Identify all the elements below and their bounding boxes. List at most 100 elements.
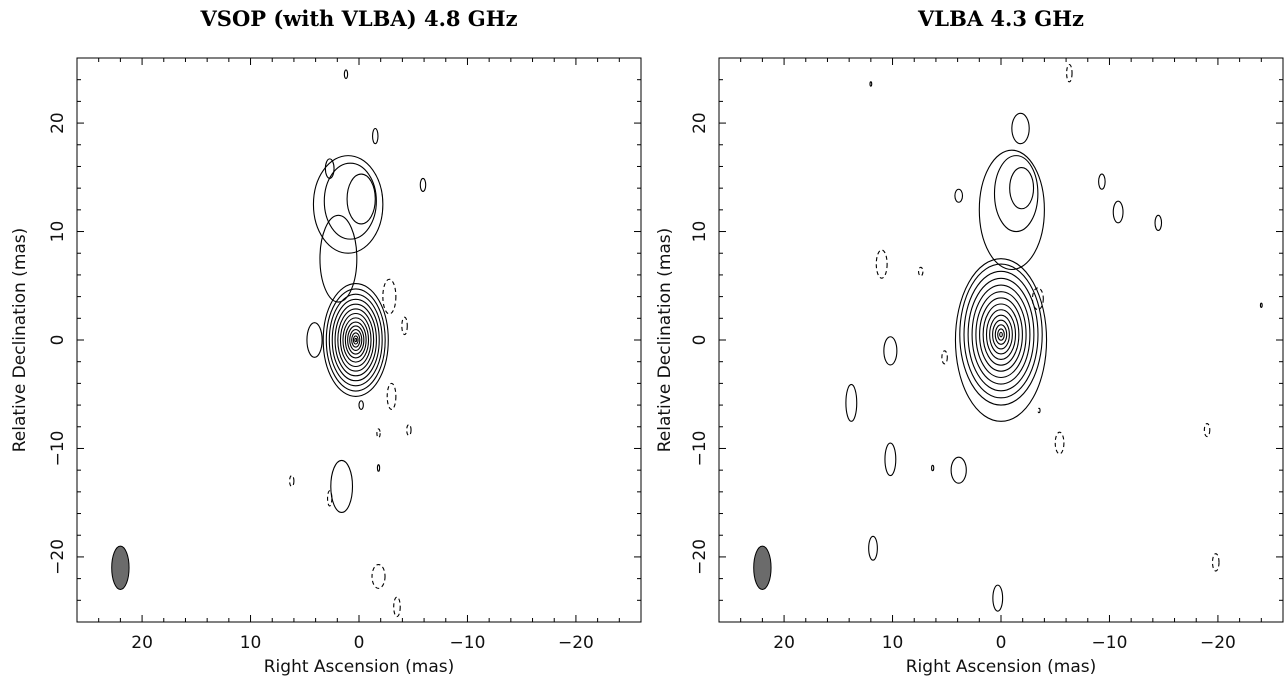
core-contour (979, 297, 1023, 372)
core-contour (971, 284, 1031, 385)
y-tick-label: 0 (690, 335, 710, 346)
core-contour (982, 303, 1020, 366)
core-contour (325, 288, 386, 392)
y-tick-label: 20 (690, 112, 710, 134)
x-tick-label: 20 (131, 633, 153, 653)
negative-contour (371, 563, 386, 589)
core-contour (967, 277, 1035, 392)
core-contour (322, 283, 389, 397)
positive-contour (954, 258, 1048, 422)
positive-contour (1011, 112, 1030, 145)
plot-frame (76, 57, 642, 623)
negative-contour (289, 475, 295, 487)
core-contour (959, 263, 1043, 406)
tick-layer: 20 10 0 −10 −20 −20 −10 0 10 20 (48, 58, 641, 653)
core-contour (997, 328, 1005, 341)
y-tick-label: 10 (690, 221, 710, 243)
negative-contour (401, 316, 408, 336)
x-tick-label: 0 (354, 633, 365, 653)
tick-layer: 20 10 0 −10 −20 −20 −10 0 10 20 (690, 58, 1283, 653)
core-contour (347, 325, 365, 355)
x-tick-label: −10 (1092, 633, 1128, 653)
positive-contour (323, 162, 377, 240)
positive-contour (1112, 200, 1124, 224)
core-contour (339, 312, 372, 368)
positive-contour (319, 214, 358, 303)
positive-contour (992, 584, 1004, 612)
contour-layer (111, 69, 427, 618)
positive-contour (884, 442, 897, 477)
core-contour (354, 337, 358, 343)
positive-contour (993, 155, 1039, 233)
negative-contour (918, 266, 924, 277)
positive-contour (324, 158, 335, 179)
x-tick-label: −20 (1200, 633, 1236, 653)
negative-contour (386, 382, 397, 410)
core-contour (328, 293, 383, 387)
negative-contour (326, 490, 333, 507)
core-contour (352, 335, 359, 345)
negative-contour (406, 424, 412, 436)
positive-contour (883, 336, 898, 366)
x-axis-label: Right Ascension (mas) (906, 657, 1097, 677)
negative-contour (393, 596, 401, 618)
positive-contour (1098, 173, 1106, 190)
core-contour (342, 317, 370, 363)
negative-contour (875, 249, 888, 279)
beam-ellipse (753, 545, 772, 590)
core-contour (344, 321, 367, 359)
core-contour (963, 270, 1039, 399)
core-contour (992, 319, 1010, 350)
positive-contour (346, 173, 376, 225)
core-contour (975, 291, 1027, 379)
positive-contour (376, 464, 381, 472)
y-tick-label: 20 (48, 112, 68, 134)
positive-contour (372, 127, 379, 145)
negative-contour (1066, 63, 1073, 83)
beam-ellipse (111, 545, 130, 590)
core-contour (334, 303, 377, 377)
positive-contour (330, 459, 354, 514)
core-contour (994, 324, 1008, 345)
positive-contour (869, 81, 873, 87)
x-tick-label: −10 (450, 633, 486, 653)
negative-contour (1203, 422, 1211, 438)
negative-contour (1031, 287, 1044, 311)
positive-contour (306, 322, 323, 358)
positive-contour (845, 383, 858, 422)
positive-contour (358, 400, 364, 410)
panel-title: VLBA 4.3 GHz (917, 6, 1084, 31)
y-tick-label: −10 (48, 431, 68, 467)
positive-contour (954, 188, 964, 203)
negative-contour (1037, 407, 1041, 414)
positive-contour (978, 149, 1045, 271)
positive-contour (950, 456, 967, 484)
core-contour (999, 331, 1003, 338)
y-tick-label: −20 (690, 539, 710, 575)
positive-contour (1009, 166, 1035, 210)
x-tick-label: 0 (996, 633, 1007, 653)
core-contour (349, 329, 363, 351)
positive-contour (312, 155, 384, 254)
negative-contour (376, 428, 381, 439)
positive-contour (343, 69, 349, 80)
x-tick-label: 10 (882, 633, 904, 653)
negative-contour (1211, 553, 1220, 572)
y-tick-label: −10 (690, 431, 710, 467)
x-tick-label: 10 (240, 633, 262, 653)
positive-contour (1259, 302, 1263, 309)
positive-contour (868, 535, 878, 561)
negative-contour (1054, 431, 1065, 455)
y-tick-label: −20 (48, 539, 68, 575)
core-contour (337, 308, 375, 372)
y-axis-label: Relative Declination (mas) (10, 228, 30, 453)
x-tick-label: −20 (558, 633, 594, 653)
core-contour (351, 332, 361, 348)
positive-contour (1154, 214, 1163, 232)
x-axis-label: Right Ascension (mas) (264, 657, 455, 677)
y-tick-label: 10 (48, 221, 68, 243)
core-contour (331, 298, 380, 382)
panel-vlba: VLBA 4.3 GHz 20 10 0 −10 −20 −20 −10 0 10 20 Righ… (655, 6, 1284, 677)
core-contour (985, 309, 1017, 360)
